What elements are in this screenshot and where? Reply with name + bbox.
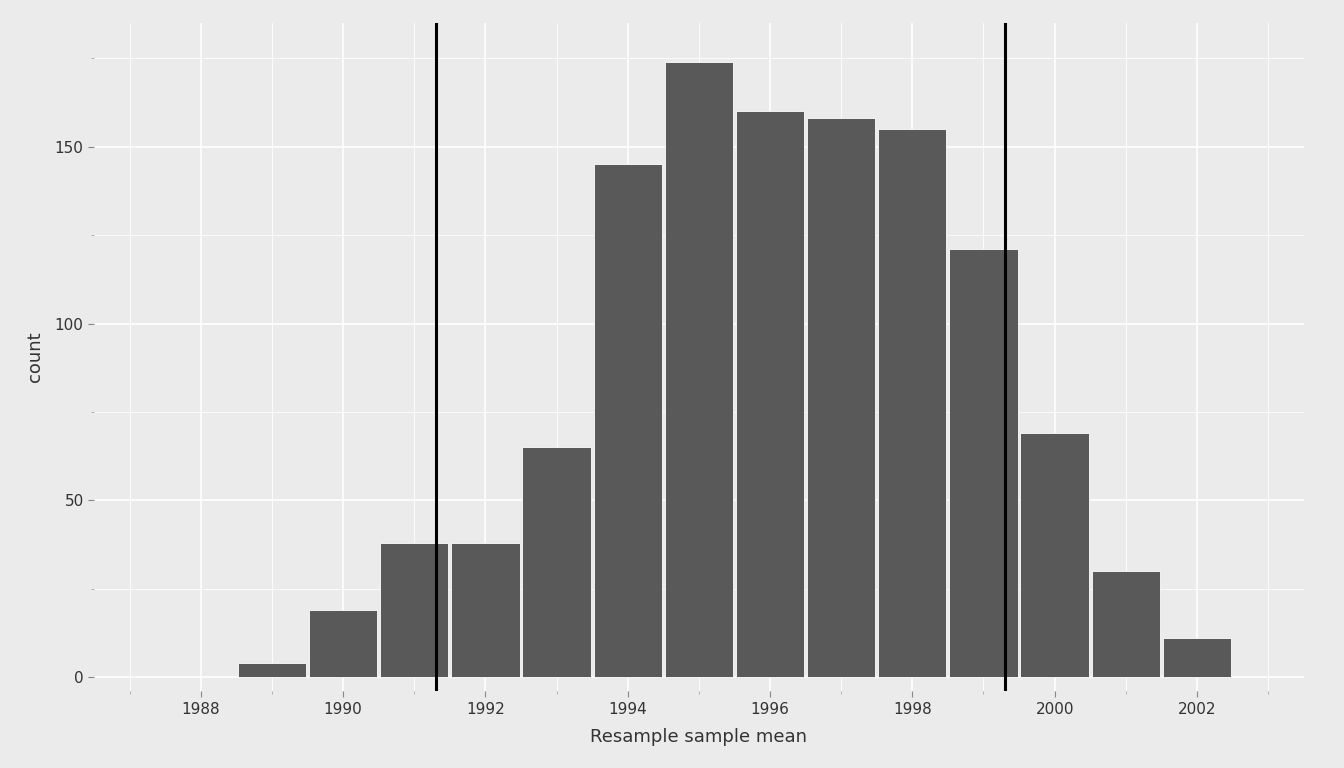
Bar xyxy=(238,663,306,677)
Bar xyxy=(523,447,591,677)
Y-axis label: count: count xyxy=(26,332,43,382)
Bar xyxy=(380,543,449,677)
Bar xyxy=(665,62,732,677)
Bar xyxy=(594,164,661,677)
Bar xyxy=(452,543,520,677)
Bar xyxy=(1020,433,1089,677)
Bar xyxy=(949,250,1017,677)
Bar xyxy=(737,111,804,677)
Bar xyxy=(878,129,946,677)
Bar xyxy=(1163,638,1231,677)
Bar xyxy=(1091,571,1160,677)
Bar xyxy=(309,610,378,677)
Bar xyxy=(806,118,875,677)
X-axis label: Resample sample mean: Resample sample mean xyxy=(590,728,808,746)
